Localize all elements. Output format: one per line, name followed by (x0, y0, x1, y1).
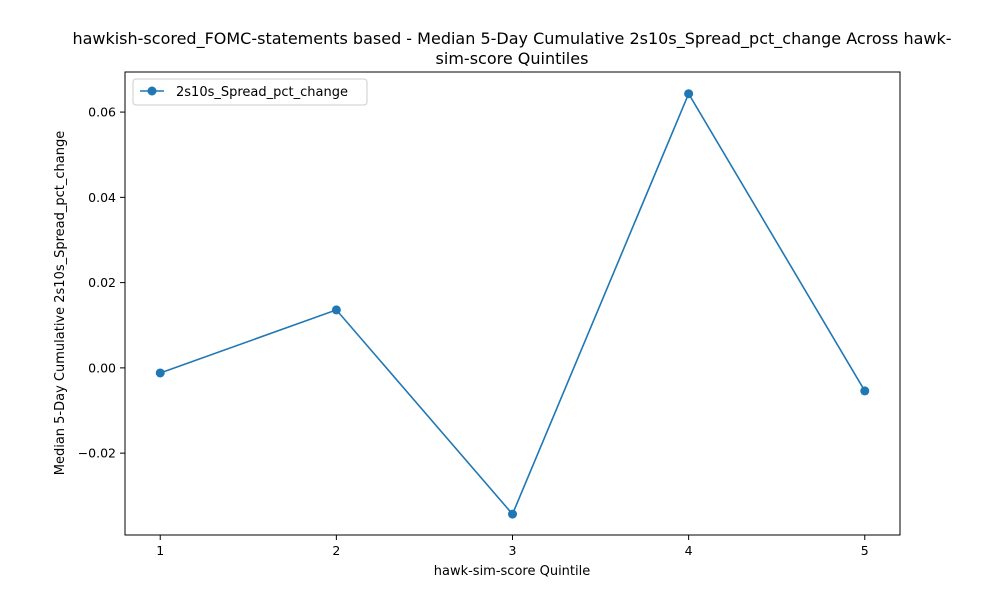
y-tick-label: 0.02 (88, 275, 116, 290)
x-tick-label: 1 (156, 543, 164, 558)
y-tick-label: 0.06 (88, 105, 116, 120)
data-point (860, 386, 870, 396)
x-axis: 1 2 3 4 5 (156, 535, 869, 558)
y-tick-label: 0.00 (88, 360, 116, 375)
x-tick-label: 3 (509, 543, 517, 558)
x-axis-label: hawk-sim-score Quintile (434, 564, 591, 579)
legend-box (132, 78, 368, 106)
y-axis-label: Median 5-Day Cumulative 2s10s_Spread_pct… (53, 131, 68, 476)
series-layer (155, 89, 870, 519)
plot-area-frame (124, 71, 901, 536)
x-tick-label: 4 (685, 543, 693, 558)
data-point (331, 305, 341, 315)
chart-title-line-1: hawkish-scored_FOMC-statements based - M… (72, 29, 951, 49)
x-tick-label: 2 (332, 543, 340, 558)
legend-label: 2s10s_Spread_pct_change (176, 85, 348, 100)
y-axis: −0.02 0.00 0.02 0.04 0.06 (78, 105, 125, 461)
data-point (508, 509, 517, 519)
data-point (155, 368, 165, 378)
y-tick-label: 0.04 (88, 190, 116, 205)
legend: 2s10s_Spread_pct_change (132, 78, 368, 106)
legend-marker-swatch (147, 86, 157, 96)
x-tick-label: 5 (861, 543, 869, 558)
series-line (159, 91, 866, 516)
y-tick-label: −0.02 (78, 446, 116, 461)
data-point (684, 89, 694, 99)
chart-title-line-2: sim-score Quintiles (436, 49, 589, 68)
